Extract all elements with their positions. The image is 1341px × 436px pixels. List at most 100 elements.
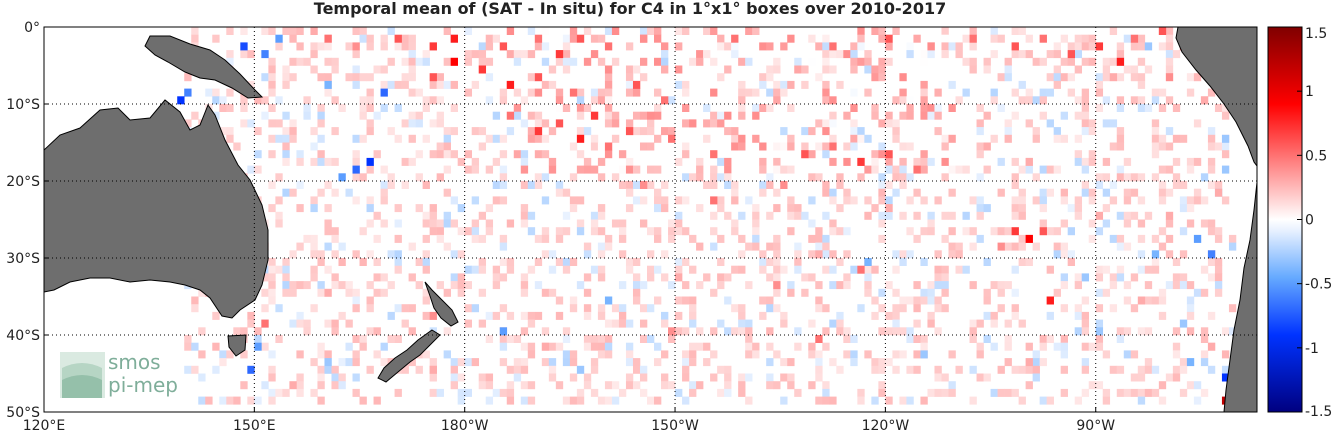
background-cell (1011, 157, 1019, 166)
background-cell (408, 119, 416, 128)
background-cell (1172, 181, 1181, 189)
background-cell (639, 111, 648, 120)
data-cell (555, 119, 564, 128)
background-cell (1095, 265, 1104, 274)
background-cell (548, 365, 557, 374)
background-cell (639, 304, 648, 313)
background-cell (1004, 242, 1012, 251)
background-cell (710, 27, 718, 35)
background-cell (773, 65, 781, 74)
background-cell (639, 27, 648, 35)
background-cell (310, 242, 318, 251)
background-cell (829, 265, 837, 274)
background-cell (422, 234, 430, 243)
background-cell (892, 304, 900, 313)
background-cell (492, 34, 501, 43)
data-cell (1039, 227, 1047, 236)
background-cell (394, 219, 402, 228)
background-cell (576, 196, 585, 205)
background-cell (226, 50, 234, 59)
background-cell (794, 242, 802, 251)
background-cell (513, 358, 522, 367)
background-cell (632, 65, 641, 74)
background-cell (282, 142, 290, 151)
background-cell (801, 142, 809, 151)
background-cell (541, 42, 550, 51)
background-cell (562, 265, 571, 274)
background-cell (661, 311, 669, 320)
background-cell (618, 165, 627, 174)
background-cell (766, 358, 774, 367)
background-cell (682, 296, 690, 305)
background-cell (822, 234, 830, 243)
background-cell (464, 57, 473, 66)
background-cell (1060, 57, 1068, 66)
data-cell (639, 34, 648, 43)
background-cell (752, 234, 760, 243)
background-cell (478, 57, 487, 66)
background-cell (569, 350, 578, 359)
background-cell (303, 96, 311, 105)
background-cell (1151, 134, 1160, 143)
background-cell (689, 173, 697, 182)
background-cell (976, 204, 984, 213)
background-cell (1060, 73, 1068, 82)
background-cell (913, 188, 921, 197)
background-cell (773, 288, 781, 297)
background-cell (1207, 142, 1216, 151)
background-cell (303, 234, 311, 243)
background-cell (976, 196, 984, 205)
background-cell (597, 34, 606, 43)
background-cell (429, 219, 437, 228)
background-cell (338, 242, 346, 251)
background-cell (527, 311, 536, 320)
background-cell (380, 104, 388, 112)
background-cell (373, 150, 381, 159)
background-cell (1144, 358, 1153, 367)
background-cell (436, 80, 444, 89)
background-cell (738, 57, 746, 66)
background-cell (366, 281, 374, 290)
background-cell (548, 358, 557, 367)
background-cell (394, 204, 402, 213)
background-cell (1193, 119, 1202, 128)
background-cell (885, 165, 893, 174)
background-cell (1116, 335, 1125, 343)
background-cell (233, 142, 241, 151)
background-cell (941, 173, 949, 182)
background-cell (492, 134, 501, 143)
data-cell (604, 65, 613, 74)
background-cell (590, 165, 599, 174)
background-cell (275, 173, 283, 182)
background-cell (773, 80, 781, 89)
background-cell (738, 104, 746, 112)
background-cell (597, 227, 606, 236)
background-cell (450, 281, 458, 290)
background-cell (632, 196, 641, 205)
background-cell (899, 73, 907, 82)
background-cell (1158, 165, 1167, 174)
background-cell (1137, 104, 1146, 112)
background-cell (429, 211, 437, 220)
background-cell (710, 350, 718, 359)
background-cell (885, 327, 893, 336)
background-cell (268, 80, 276, 89)
data-cell (429, 73, 437, 82)
background-cell (1179, 227, 1188, 236)
background-cell (247, 319, 255, 328)
background-cell (1130, 304, 1139, 313)
background-cell (373, 211, 381, 220)
background-cell (997, 288, 1005, 297)
background-cell (443, 57, 451, 66)
background-cell (471, 219, 480, 228)
background-cell (1095, 381, 1104, 390)
background-cell (780, 319, 788, 328)
data-cell (506, 111, 515, 120)
background-cell (387, 250, 395, 259)
background-cell (520, 327, 529, 336)
background-cell (808, 342, 816, 351)
background-cell (906, 104, 914, 112)
background-cell (520, 273, 529, 282)
background-cell (801, 65, 809, 74)
background-cell (920, 288, 928, 297)
